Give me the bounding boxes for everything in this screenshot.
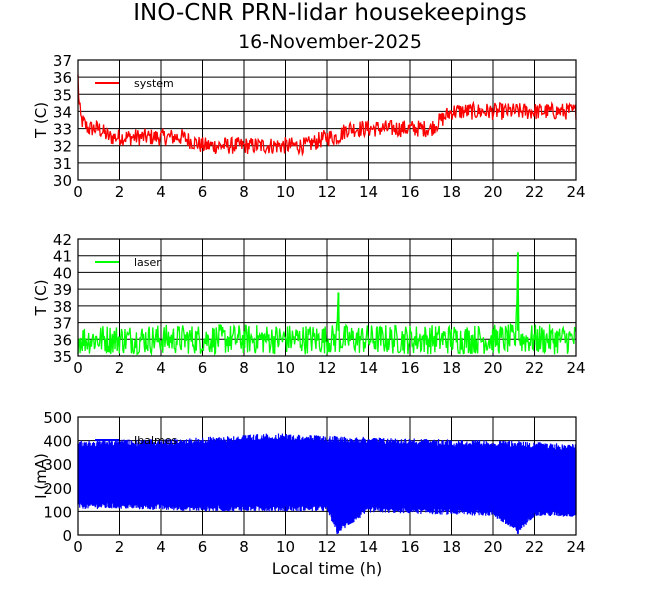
x-tick-label: 16 <box>400 538 419 556</box>
x-tick-label: 20 <box>483 183 502 201</box>
y-tick-label: 0 <box>62 527 72 545</box>
x-tick-label: 22 <box>525 183 544 201</box>
x-tick-label: 4 <box>156 183 166 201</box>
x-tick-label: 6 <box>198 183 208 201</box>
y-tick-label: 35 <box>53 86 72 104</box>
x-tick-label: 2 <box>115 359 125 377</box>
y-tick-label: 400 <box>43 433 72 451</box>
y-tick-label: 31 <box>53 155 72 173</box>
y-tick-label: 100 <box>43 503 72 521</box>
chart-subtitle: 16-November-2025 <box>238 31 422 53</box>
x-tick-label: 8 <box>239 538 249 556</box>
legend: system <box>95 77 174 90</box>
x-tick-label: 8 <box>239 183 249 201</box>
x-tick-label: 22 <box>525 538 544 556</box>
x-tick-label: 18 <box>442 538 461 556</box>
x-tick-label: 20 <box>483 359 502 377</box>
y-axis-label: T (C) <box>32 102 50 139</box>
series-system <box>77 74 577 157</box>
x-tick-label: 8 <box>239 359 249 377</box>
x-tick-label: 24 <box>566 359 585 377</box>
y-axis-label: T (C) <box>32 279 50 316</box>
x-tick-label: 12 <box>317 183 336 201</box>
x-tick-label: 2 <box>115 538 125 556</box>
y-tick-label: 37 <box>53 315 72 333</box>
x-tick-label: 0 <box>73 359 83 377</box>
y-tick-label: 36 <box>53 331 72 349</box>
x-tick-label: 14 <box>359 183 378 201</box>
y-tick-label: 200 <box>43 480 72 498</box>
y-tick-label: 38 <box>53 298 72 316</box>
y-tick-label: 34 <box>53 103 72 121</box>
x-tick-label: 18 <box>442 359 461 377</box>
legend-label: laser <box>134 256 161 269</box>
x-tick-label: 6 <box>198 359 208 377</box>
x-tick-label: 22 <box>525 359 544 377</box>
x-tick-label: 10 <box>276 183 295 201</box>
x-tick-label: 0 <box>73 183 83 201</box>
y-tick-label: 32 <box>53 138 72 156</box>
series-line <box>77 74 577 157</box>
x-tick-label: 14 <box>359 359 378 377</box>
legend-label: system <box>134 77 174 90</box>
x-tick-label: 10 <box>276 538 295 556</box>
x-tick-label: 16 <box>400 359 419 377</box>
y-tick-label: 300 <box>43 456 72 474</box>
legend-label: Ibalmes <box>134 434 178 447</box>
y-axis-label: I (mA) <box>32 453 50 499</box>
x-tick-label: 18 <box>442 183 461 201</box>
x-tick-label: 0 <box>73 538 83 556</box>
y-tick-label: 41 <box>53 248 72 266</box>
plot-frame <box>77 59 577 181</box>
y-tick-label: 500 <box>43 409 72 427</box>
series-laser <box>77 252 577 357</box>
y-tick-label: 42 <box>53 231 72 249</box>
x-tick-label: 12 <box>317 359 336 377</box>
x-tick-label: 4 <box>156 538 166 556</box>
x-tick-label: 6 <box>198 538 208 556</box>
series-line <box>77 265 577 357</box>
y-tick-label: 35 <box>53 348 72 366</box>
x-tick-label: 12 <box>317 538 336 556</box>
chart-title: INO-CNR PRN-lidar housekeepings <box>133 0 527 26</box>
x-axis-label: Local time (h) <box>272 559 382 578</box>
x-tick-label: 4 <box>156 359 166 377</box>
y-tick-label: 30 <box>53 172 72 190</box>
plot-frame <box>77 238 577 357</box>
y-tick-label: 40 <box>53 264 72 282</box>
x-tick-label: 24 <box>566 183 585 201</box>
x-tick-label: 14 <box>359 538 378 556</box>
x-tick-label: 10 <box>276 359 295 377</box>
plot-frame <box>77 416 577 536</box>
x-tick-label: 2 <box>115 183 125 201</box>
x-tick-label: 16 <box>400 183 419 201</box>
x-tick-label: 20 <box>483 538 502 556</box>
y-tick-label: 37 <box>53 52 72 70</box>
y-tick-label: 39 <box>53 281 72 299</box>
x-tick-label: 24 <box>566 538 585 556</box>
y-tick-label: 36 <box>53 69 72 87</box>
legend: Ibalmes <box>95 434 178 447</box>
legend: laser <box>95 256 161 269</box>
y-tick-label: 33 <box>53 121 72 139</box>
